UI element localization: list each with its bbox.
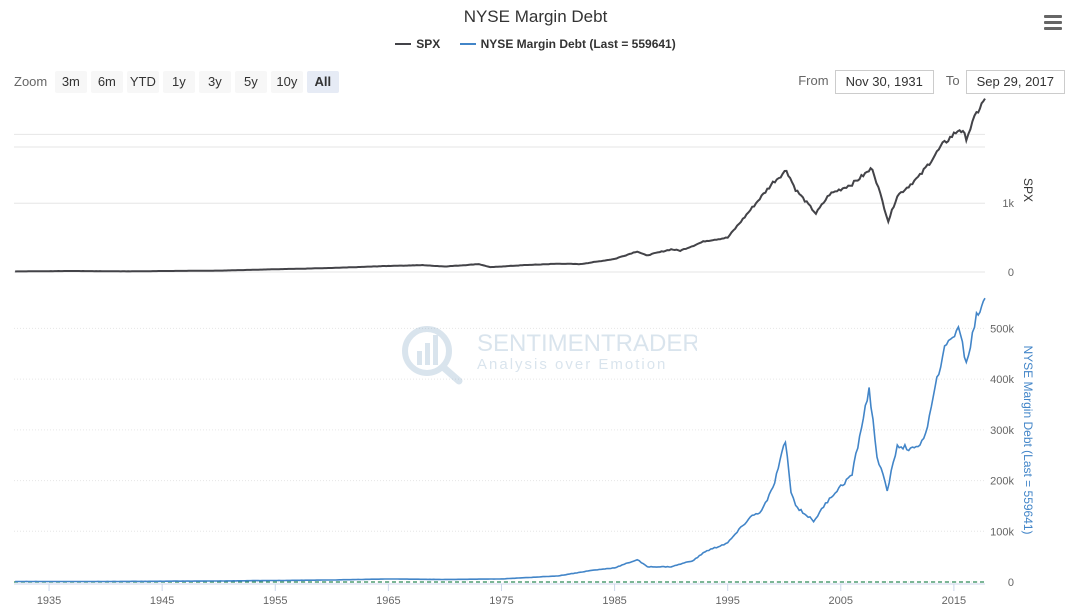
x-tick-label: 1935: [37, 595, 61, 607]
zoom-label: Zoom: [14, 74, 48, 89]
zoom-button-5y[interactable]: 5y: [234, 71, 267, 93]
zoom-controls: Zoom 3m 6m YTD 1y 3y 5y 10y All: [14, 71, 343, 93]
y-axis-margin-debt: 0 100k 200k 300k 400k 500k: [990, 323, 1014, 589]
x-tick-label: 1965: [376, 595, 400, 607]
watermark-logo: SENTIMENTRADER Analysis over Emotion: [402, 326, 697, 385]
legend-swatch-spx: [395, 42, 412, 45]
logo-bar-1: [417, 351, 422, 365]
series-line-margin-debt: [15, 297, 986, 583]
y-tick-label: 1k: [1002, 198, 1014, 210]
y-tick-label: 100k: [990, 526, 1014, 538]
legend-label-spx: SPX: [416, 37, 441, 51]
x-tick-label: 2015: [942, 595, 966, 607]
legend-item-margin-debt[interactable]: NYSE Margin Debt (Last = 559641): [459, 37, 676, 51]
to-date-input[interactable]: Sep 29, 2017: [965, 70, 1065, 94]
x-tick-label: 1945: [150, 595, 174, 607]
series-line-spx: [15, 98, 986, 273]
legend-swatch-margin-debt: [459, 42, 476, 45]
legend-item-spx[interactable]: SPX: [395, 37, 440, 51]
y-tick-label: 200k: [990, 476, 1014, 488]
x-tick-label: 1985: [602, 595, 626, 607]
zoom-button-ytd[interactable]: YTD: [126, 71, 159, 93]
y-axis-title-spx: SPX: [1021, 178, 1035, 202]
y-axis-spx: 0 1k: [1002, 198, 1014, 279]
zoom-button-3y[interactable]: 3y: [198, 71, 231, 93]
x-tick-label: 2005: [829, 595, 853, 607]
logo-bar-3: [433, 335, 438, 365]
logo-bar-2: [425, 343, 430, 365]
zoom-button-6m[interactable]: 6m: [90, 71, 123, 93]
y-tick-label: 0: [1008, 267, 1014, 279]
x-tick-label: 1975: [489, 595, 513, 607]
date-range: From Nov 30, 1931 To Sep 29, 2017: [786, 70, 1065, 94]
chart-title: NYSE Margin Debt: [463, 7, 608, 26]
zoom-button-all[interactable]: All: [306, 71, 339, 93]
from-date-input[interactable]: Nov 30, 1931: [834, 70, 934, 94]
magnifier-icon: [402, 326, 452, 376]
legend-label-margin-debt: NYSE Margin Debt (Last = 559641): [480, 37, 676, 51]
x-tick-label: 1955: [263, 595, 287, 607]
zoom-button-3m[interactable]: 3m: [54, 71, 87, 93]
x-tick-label: 1995: [715, 595, 739, 607]
magnifier-handle: [439, 363, 463, 385]
y-tick-label: 300k: [990, 425, 1014, 437]
to-label: To: [945, 73, 960, 89]
legend: SPX NYSE Margin Debt (Last = 559641): [0, 37, 1071, 51]
y-tick-label: 400k: [990, 374, 1014, 386]
zoom-button-1y[interactable]: 1y: [162, 71, 195, 93]
y-tick-label: 0: [1008, 577, 1014, 589]
y-tick-label: 500k: [990, 323, 1014, 335]
zoom-button-10y[interactable]: 10y: [270, 71, 303, 93]
from-label: From: [798, 73, 829, 89]
watermark-brand: SENTIMENTRADER: [477, 330, 697, 357]
hamburger-menu-icon[interactable]: [1044, 15, 1062, 31]
watermark-tagline: Analysis over Emotion: [477, 356, 667, 373]
y-axis-title-margin-debt: NYSE Margin Debt (Last = 559641): [1021, 345, 1035, 534]
x-axis: 1935 1945 1955 1965 1975 1985 1995 2005 2015: [14, 583, 985, 607]
